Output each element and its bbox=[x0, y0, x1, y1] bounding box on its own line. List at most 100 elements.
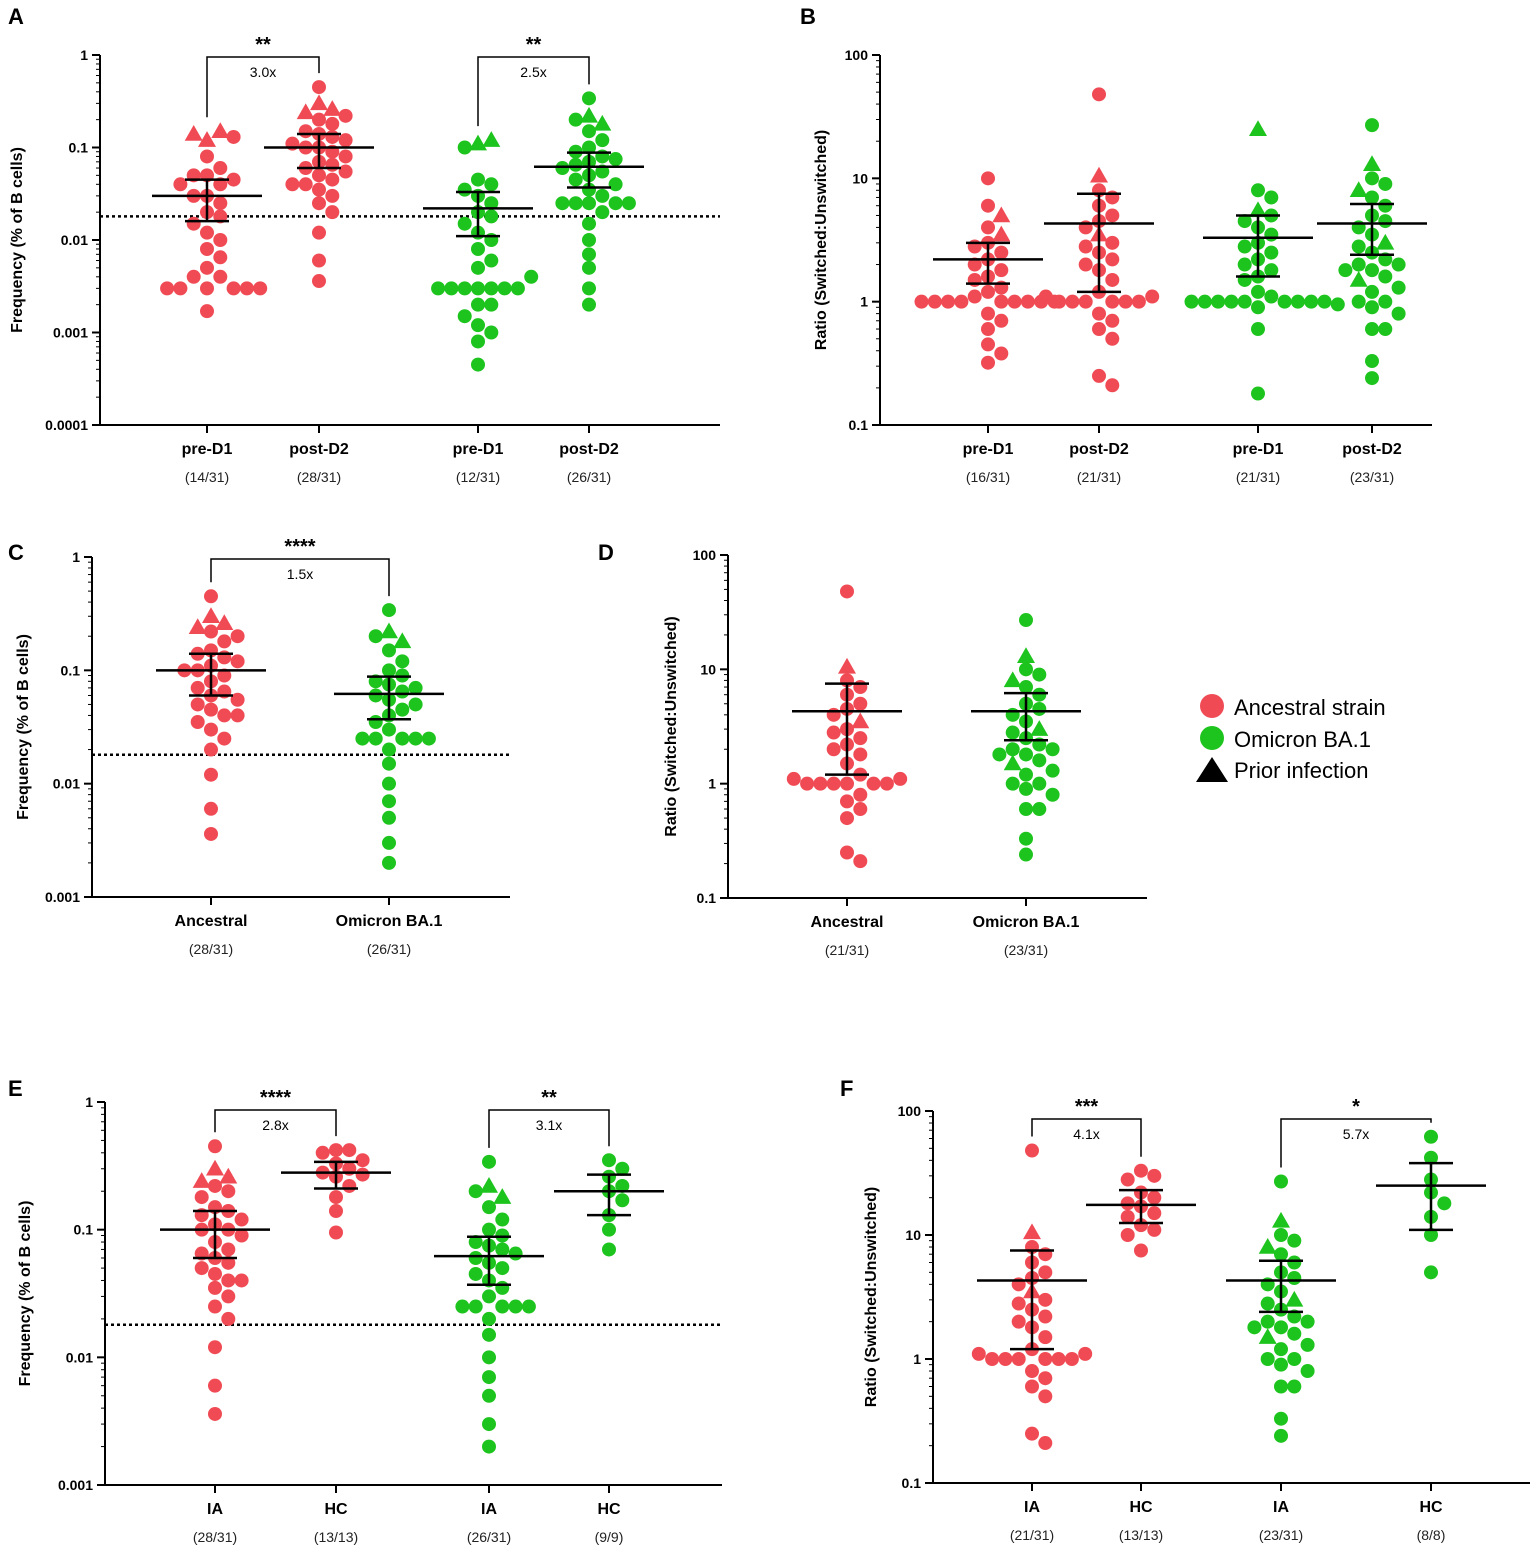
data-point bbox=[1092, 306, 1106, 321]
data-point bbox=[204, 826, 218, 841]
data-point bbox=[1365, 322, 1379, 337]
data-point bbox=[1264, 245, 1279, 260]
y-tick-label: 0.1 bbox=[74, 1222, 94, 1238]
data-point bbox=[312, 80, 326, 95]
x-category-label: IA bbox=[1273, 1499, 1289, 1516]
data-point bbox=[1038, 1330, 1053, 1345]
data-point bbox=[325, 116, 340, 131]
y-tick-label: 1 bbox=[72, 549, 80, 565]
significance-stars: **** bbox=[260, 1087, 291, 1109]
data-point-triangle bbox=[838, 657, 856, 674]
data-point bbox=[893, 771, 908, 786]
data-point bbox=[482, 1417, 496, 1432]
data-point bbox=[230, 654, 245, 669]
fold-change-label: 3.0x bbox=[250, 64, 276, 80]
data-point bbox=[204, 702, 218, 717]
data-point bbox=[230, 629, 245, 644]
data-point bbox=[1391, 257, 1406, 272]
data-point bbox=[1351, 239, 1366, 254]
data-point bbox=[1378, 322, 1393, 337]
x-category-label: pre-D1 bbox=[963, 441, 1014, 458]
data-point bbox=[1078, 257, 1093, 272]
data-point bbox=[1287, 1255, 1302, 1270]
significance-bracket bbox=[488, 1109, 610, 1148]
data-point-triangle bbox=[323, 100, 342, 116]
significance-bracket bbox=[1280, 1118, 1432, 1168]
data-point bbox=[602, 1153, 616, 1168]
legend-label-prior-infection: Prior infection bbox=[1234, 758, 1369, 783]
axes-d bbox=[720, 554, 1147, 899]
data-point-triangle bbox=[310, 94, 328, 111]
panel-e: E 1 0.1 0.01 0.001 Frequency (% of B cells) I… bbox=[8, 1076, 722, 1545]
data-point bbox=[927, 294, 942, 309]
panel-letter-b: B bbox=[800, 4, 816, 29]
data-point bbox=[221, 1242, 236, 1257]
data-point bbox=[1038, 289, 1053, 304]
data-point bbox=[173, 177, 188, 192]
data-point bbox=[471, 172, 485, 187]
data-point bbox=[967, 289, 982, 304]
data-point bbox=[1032, 776, 1047, 791]
y-axis-label: Frequency (% of B cells) bbox=[15, 634, 32, 820]
data-point bbox=[1020, 294, 1035, 309]
data-point bbox=[457, 309, 472, 324]
data-point bbox=[1019, 802, 1033, 817]
data-point bbox=[981, 171, 995, 186]
data-point bbox=[482, 1289, 496, 1304]
data-point bbox=[1038, 1389, 1053, 1404]
data-point-triangle bbox=[493, 1188, 512, 1204]
data-point-triangle bbox=[1090, 166, 1108, 183]
data-point bbox=[1038, 1371, 1053, 1386]
fold-change-label: 2.8x bbox=[262, 1117, 288, 1133]
data-point bbox=[208, 1378, 222, 1393]
data-point bbox=[1437, 1196, 1452, 1211]
data-point bbox=[253, 281, 268, 296]
data-point bbox=[355, 1153, 370, 1168]
data-point bbox=[1287, 1233, 1302, 1248]
data-point bbox=[1019, 781, 1033, 796]
data-point bbox=[1365, 263, 1379, 278]
data-point bbox=[226, 172, 241, 187]
data-point bbox=[190, 715, 205, 730]
data-point-triangle bbox=[580, 106, 598, 123]
panel-f: F 100 10 1 0.1 Ratio (Switched:Unswitched) IA… bbox=[840, 1076, 1530, 1543]
data-point bbox=[981, 322, 995, 337]
data-point bbox=[457, 281, 472, 296]
data-point bbox=[1378, 269, 1393, 284]
y-tick-label: 1 bbox=[85, 1094, 93, 1110]
data-point bbox=[395, 684, 410, 699]
data-point bbox=[338, 133, 353, 148]
y-axis-label: Frequency (% of B cells) bbox=[9, 147, 26, 333]
data-point bbox=[221, 1255, 236, 1270]
data-point bbox=[482, 1311, 496, 1326]
data-point bbox=[1019, 662, 1033, 677]
data-point bbox=[468, 1299, 483, 1314]
data-point bbox=[1237, 294, 1252, 309]
data-point bbox=[230, 708, 245, 723]
data-point bbox=[1274, 1411, 1288, 1426]
data-point bbox=[213, 196, 228, 211]
x-category-count: (21/31) bbox=[825, 942, 869, 958]
data-point bbox=[298, 177, 313, 192]
data-point bbox=[1092, 322, 1106, 337]
data-point-triangle bbox=[1349, 270, 1368, 287]
data-point bbox=[1092, 368, 1106, 383]
data-point bbox=[1025, 1364, 1039, 1379]
data-point-triangle bbox=[851, 712, 870, 729]
data-point bbox=[190, 697, 205, 712]
data-point bbox=[382, 742, 396, 757]
legend-label-ancestral: Ancestral strain bbox=[1234, 695, 1386, 720]
data-point bbox=[568, 112, 583, 127]
data-point bbox=[994, 245, 1009, 260]
data-point bbox=[1351, 294, 1366, 309]
data-point bbox=[471, 334, 485, 349]
data-point bbox=[582, 233, 596, 247]
data-point bbox=[954, 294, 969, 309]
data-point bbox=[208, 1340, 222, 1355]
data-point bbox=[1131, 294, 1146, 309]
data-point bbox=[994, 346, 1009, 361]
data-point bbox=[1264, 263, 1279, 278]
data-point bbox=[1105, 208, 1120, 223]
data-point bbox=[484, 297, 499, 312]
data-point bbox=[200, 149, 214, 164]
